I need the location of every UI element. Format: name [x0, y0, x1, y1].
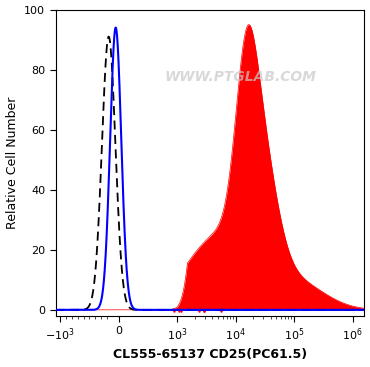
X-axis label: CL555-65137 CD25(PC61.5): CL555-65137 CD25(PC61.5)	[113, 348, 307, 361]
Text: WWW.PTGLAB.COM: WWW.PTGLAB.COM	[165, 70, 317, 84]
Y-axis label: Relative Cell Number: Relative Cell Number	[6, 97, 18, 229]
